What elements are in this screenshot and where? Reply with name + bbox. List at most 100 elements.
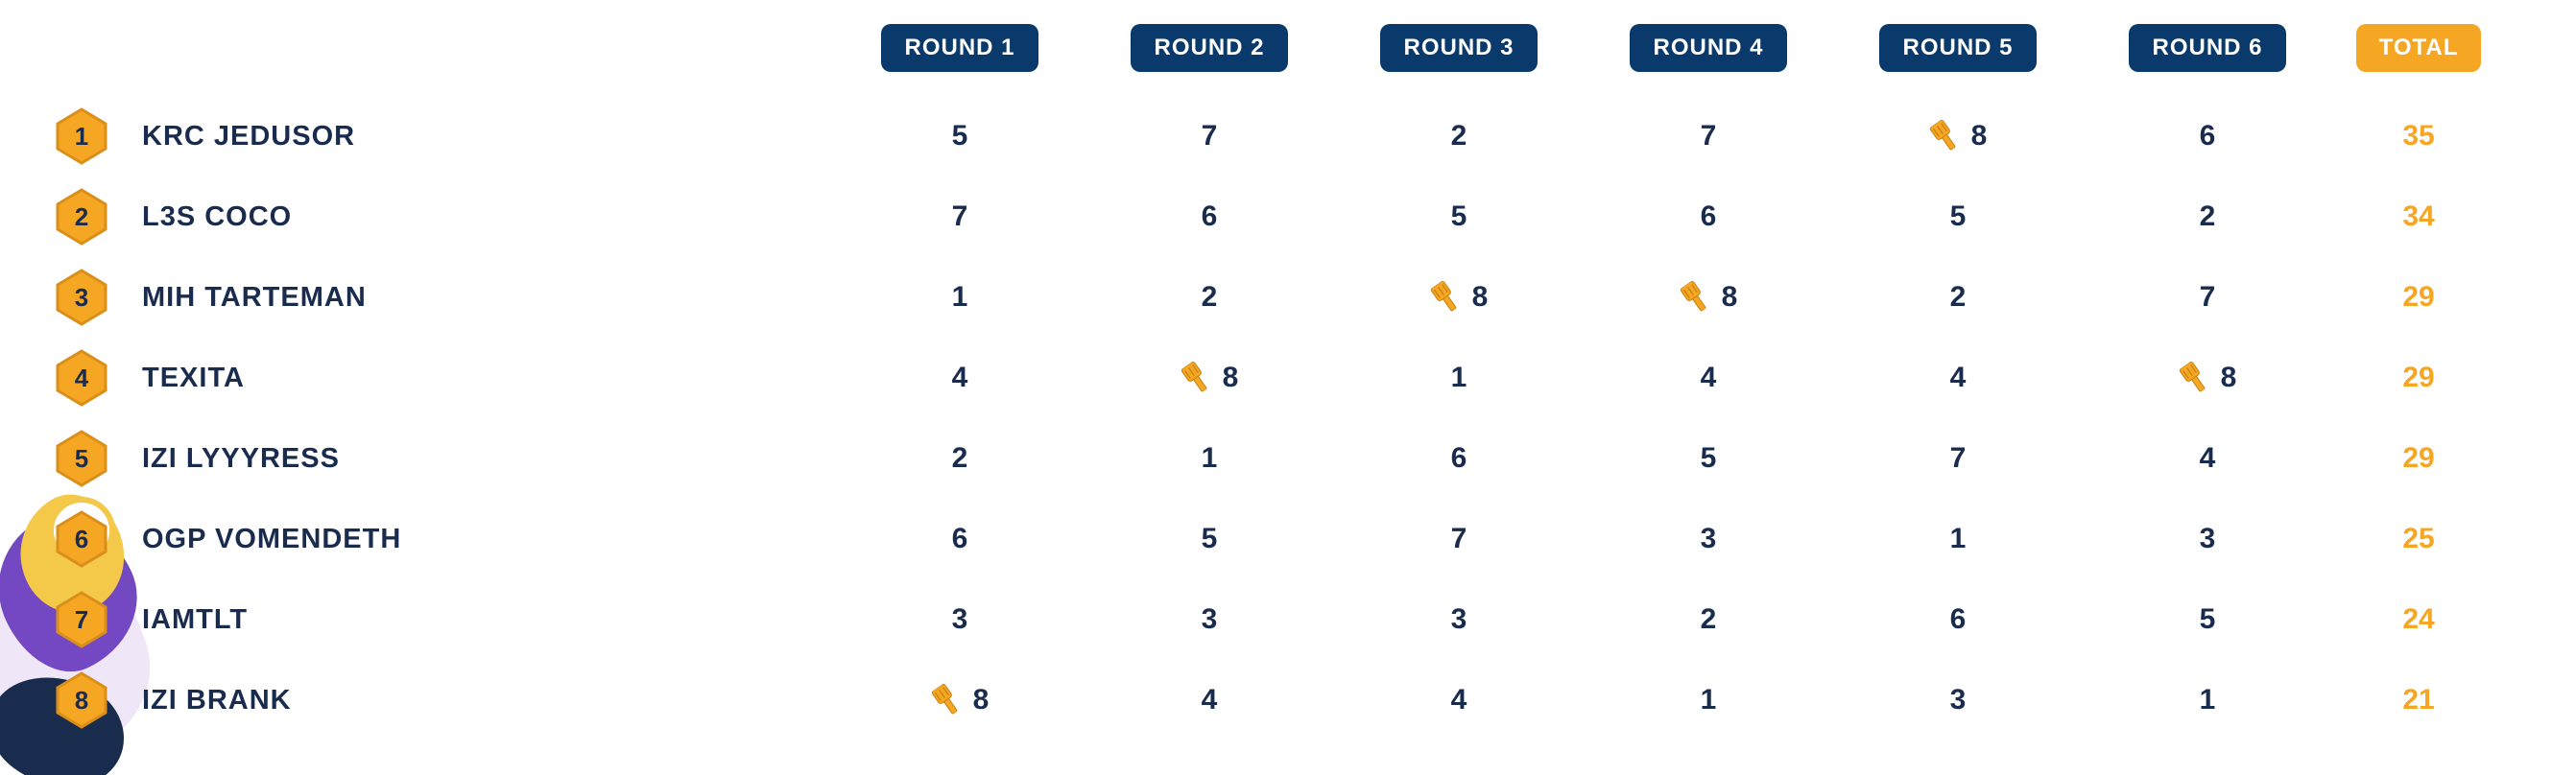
header-round-2: ROUND 2: [1085, 24, 1334, 72]
round-pill: ROUND 4: [1630, 24, 1786, 72]
round-score: 1: [952, 281, 968, 314]
round-score-cell: 6: [1833, 603, 2083, 636]
round-score: 1: [1202, 442, 1218, 475]
round-score-cell: 2: [1085, 281, 1334, 314]
rank-hexagon-icon: 2: [56, 188, 107, 246]
round-score: 2: [1451, 120, 1467, 153]
round-score-cell: 3: [1085, 603, 1334, 636]
round-score: 7: [2200, 281, 2216, 314]
round-score-cell: 1: [2083, 684, 2332, 716]
rank-cell: 1: [48, 107, 115, 165]
round-score-cell: 1: [1334, 362, 1584, 394]
score-value: 7: [1451, 523, 1467, 555]
round-score-cell: 5: [1584, 442, 1833, 475]
table-body: 1 KRC JEDUSOR57278635 2 L3S COCO76565234…: [48, 96, 2543, 740]
round-score-cell: 5: [835, 120, 1085, 153]
round-score: 6: [1701, 200, 1717, 233]
round-score-cell: 6: [1584, 200, 1833, 233]
rank-number: 1: [75, 122, 88, 152]
round-score: 5: [2200, 603, 2216, 636]
player-name-cell: OGP VOMENDETH: [115, 524, 835, 555]
score-value: 1: [1950, 523, 1967, 555]
round-score-cell: 4: [835, 362, 1085, 394]
score-value: 5: [1701, 442, 1717, 475]
total-cell: 21: [2332, 684, 2505, 716]
score-value: 7: [1202, 120, 1218, 153]
score-value: 1: [1451, 362, 1467, 394]
spatula-icon: [2172, 357, 2215, 400]
player-name-cell: KRC JEDUSOR: [115, 121, 835, 153]
rank-hexagon-icon: 5: [56, 430, 107, 487]
round-score: 5: [1950, 200, 1967, 233]
rank-number: 5: [75, 444, 88, 474]
round-score: 5: [952, 120, 968, 153]
round-pill: ROUND 5: [1879, 24, 2036, 72]
table-row: 7 IAMTLT33326524: [48, 579, 2543, 660]
total-cell: 29: [2332, 442, 2505, 475]
player-name-cell: MIH TARTEMAN: [115, 282, 835, 314]
round-score: 6: [2200, 120, 2216, 153]
player-name-cell: IZI LYYYRESS: [115, 443, 835, 475]
rank-number: 4: [75, 364, 88, 393]
rank-cell: 2: [48, 188, 115, 246]
rank-cell: 7: [48, 591, 115, 648]
table-row: 6 OGP VOMENDETH65731325: [48, 499, 2543, 579]
score-value: 4: [1701, 362, 1717, 394]
spatula-icon: [1423, 276, 1467, 319]
round-score: 2: [1950, 281, 1967, 314]
round-score-cell: 8: [835, 684, 1085, 716]
player-name-cell: IZI BRANK: [115, 685, 835, 716]
rank-cell: 6: [48, 510, 115, 568]
round-score-cell: 6: [835, 523, 1085, 555]
round-score-cell: 1: [1584, 684, 1833, 716]
table-header-row: ROUND 1 ROUND 2 ROUND 3 ROUND 4 ROUND 5 …: [48, 19, 2543, 77]
round-pill: ROUND 1: [881, 24, 1038, 72]
player-name-cell: L3S COCO: [115, 201, 835, 233]
total-cell: 24: [2332, 603, 2505, 636]
player-name: IZI LYYYRESS: [142, 443, 340, 474]
total-cell: 35: [2332, 120, 2505, 153]
round-score: 6: [1202, 200, 1218, 233]
score-value: 2: [1950, 281, 1967, 314]
round-score-cell: 8: [2083, 362, 2332, 394]
total-cell: 29: [2332, 362, 2505, 394]
score-value: 2: [1451, 120, 1467, 153]
round-score: 2: [2200, 200, 2216, 233]
score-value: 6: [952, 523, 968, 555]
rank-number: 6: [75, 525, 88, 554]
score-value: 8: [1722, 281, 1738, 314]
round-score-cell: 8: [1334, 281, 1584, 314]
round-score-cell: 3: [2083, 523, 2332, 555]
round-score-cell: 5: [2083, 603, 2332, 636]
spatula-icon: [924, 679, 967, 722]
total-score: 29: [2402, 362, 2434, 394]
round-score-cell: 5: [1085, 523, 1334, 555]
player-name-cell: TEXITA: [115, 363, 835, 394]
score-value: 5: [1202, 523, 1218, 555]
round-score-cell: 6: [2083, 120, 2332, 153]
round-pill: ROUND 3: [1380, 24, 1537, 72]
total-score: 24: [2402, 603, 2434, 636]
score-value: 5: [1950, 200, 1967, 233]
player-name: KRC JEDUSOR: [142, 121, 355, 152]
header-round-4: ROUND 4: [1584, 24, 1833, 72]
rank-hexagon-icon: 6: [56, 510, 107, 568]
round-score: 3: [1451, 603, 1467, 636]
round-score: 5: [1202, 523, 1218, 555]
player-name: OGP VOMENDETH: [142, 524, 401, 554]
score-value: 1: [952, 281, 968, 314]
score-value: 4: [1451, 684, 1467, 716]
score-value: 3: [2200, 523, 2216, 555]
round-score-cell: 6: [1085, 200, 1334, 233]
score-value: 3: [1451, 603, 1467, 636]
round-score-cell: 5: [1334, 200, 1584, 233]
total-cell: 29: [2332, 281, 2505, 314]
round-score-cell: 2: [1584, 603, 1833, 636]
round-pill: ROUND 6: [2129, 24, 2285, 72]
score-value: 3: [1202, 603, 1218, 636]
round-score: 8: [1430, 281, 1489, 314]
round-score: 4: [1701, 362, 1717, 394]
round-score-cell: 7: [2083, 281, 2332, 314]
player-name: IAMTLT: [142, 604, 248, 635]
round-score: 3: [1950, 684, 1967, 716]
